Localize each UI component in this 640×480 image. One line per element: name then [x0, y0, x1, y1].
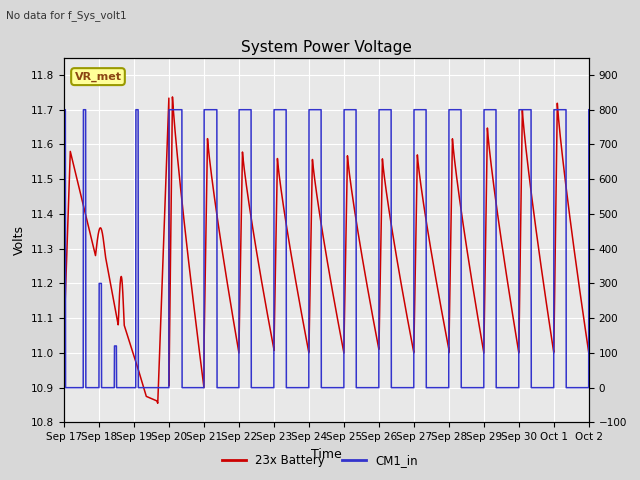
Title: System Power Voltage: System Power Voltage: [241, 40, 412, 55]
Legend: 23x Battery, CM1_in: 23x Battery, CM1_in: [217, 449, 423, 472]
X-axis label: Time: Time: [311, 448, 342, 461]
Text: No data for f_Sys_volt1: No data for f_Sys_volt1: [6, 10, 127, 21]
Text: VR_met: VR_met: [74, 72, 122, 82]
Y-axis label: Volts: Volts: [12, 225, 26, 255]
